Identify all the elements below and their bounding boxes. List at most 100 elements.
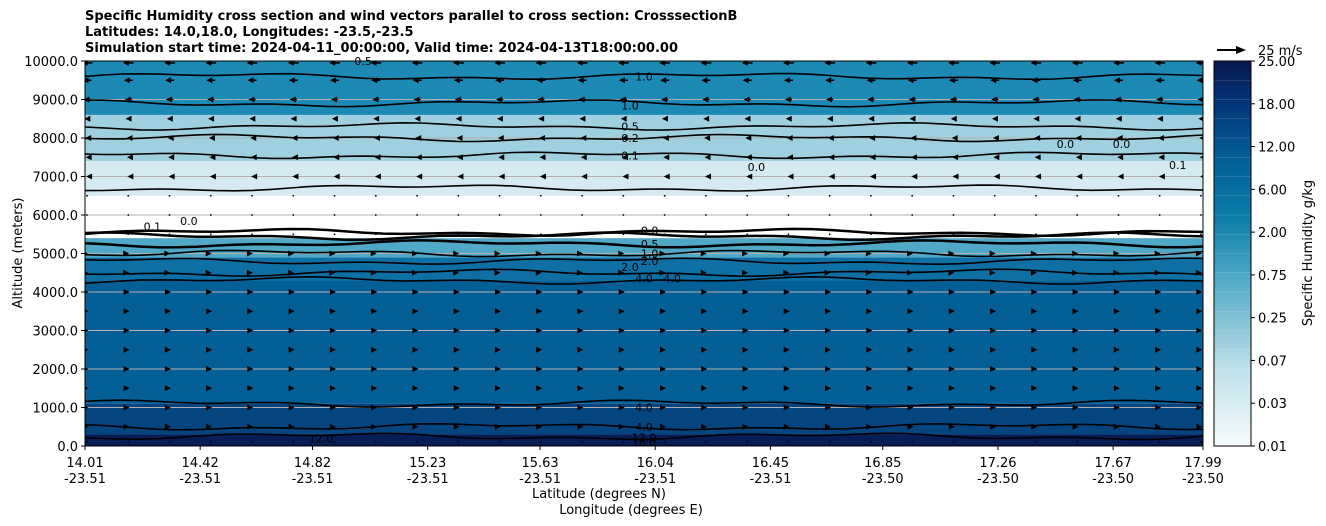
wind-vector	[412, 327, 419, 334]
wind-vector	[453, 250, 460, 257]
wind-vector	[1031, 385, 1038, 392]
wind-vector	[909, 115, 916, 122]
wind-vector	[247, 404, 254, 411]
wind-vector	[661, 96, 669, 103]
wind-vector	[949, 96, 958, 103]
wind-vector	[536, 77, 546, 84]
wind-vector	[453, 423, 460, 430]
wind-vector	[123, 269, 130, 276]
contour-line	[85, 275, 1203, 285]
contour-line	[85, 184, 1203, 192]
wind-vector	[292, 441, 295, 444]
wind-vector	[127, 233, 130, 236]
wind-vector	[496, 115, 503, 122]
wind-vector	[209, 214, 212, 216]
wind-vector	[700, 269, 707, 276]
wind-vector	[453, 308, 460, 315]
x-tick-label-lon: -23.50	[862, 472, 904, 487]
wind-vector	[1113, 61, 1124, 66]
wind-vector	[948, 404, 955, 411]
wind-vector	[826, 115, 833, 122]
wind-vector	[1075, 135, 1082, 141]
wind-vector	[952, 154, 959, 161]
wind-vector	[704, 233, 707, 236]
chart-title-line-1: Specific Humidity cross section and wind…	[85, 9, 738, 24]
wind-vector	[870, 173, 877, 180]
x-tick-label-lon: -23.51	[64, 472, 106, 487]
wind-vector	[990, 366, 997, 372]
wind-vector	[618, 385, 625, 392]
wind-vector	[412, 404, 419, 411]
wind-vector	[825, 289, 832, 295]
wind-vector	[251, 233, 253, 236]
wind-vector	[205, 250, 212, 257]
wind-vector	[288, 366, 295, 372]
wind-vector	[744, 115, 751, 122]
wind-vector	[745, 135, 752, 141]
wind-vector	[85, 154, 92, 161]
contour-label: 4.0	[635, 402, 653, 415]
wind-vector	[1200, 214, 1202, 216]
wind-vector	[825, 327, 832, 334]
wind-vector	[1114, 96, 1123, 103]
wind-vector	[824, 269, 831, 276]
wind-vector	[659, 327, 666, 334]
wind-vector	[743, 96, 751, 103]
wind-vector	[990, 346, 997, 353]
wind-vector	[992, 135, 999, 141]
contour-label: 4.0	[663, 273, 681, 286]
wind-vector	[247, 327, 254, 334]
wind-vector	[333, 214, 336, 216]
y-tick-label: 5000.0	[33, 248, 79, 263]
wind-vector	[1031, 404, 1038, 411]
wind-vector	[865, 269, 872, 276]
wind-vector	[617, 61, 629, 66]
wind-vector	[865, 250, 872, 257]
wind-vector	[618, 423, 625, 430]
wind-vector	[453, 289, 460, 295]
wind-vector	[663, 154, 670, 161]
wind-vector	[952, 233, 955, 236]
wind-vector	[869, 154, 876, 161]
wind-vector	[1075, 154, 1082, 161]
wind-vector	[746, 194, 749, 197]
contour-line	[85, 99, 1203, 108]
wind-vector	[746, 214, 749, 216]
wind-vector	[290, 115, 297, 122]
wind-vector	[1154, 61, 1166, 66]
wind-vector	[1155, 385, 1162, 392]
wind-vector	[783, 77, 793, 84]
wind-vector	[372, 96, 380, 103]
wind-vector	[371, 404, 378, 411]
contour-label: 18.0	[632, 436, 657, 449]
wind-vector	[618, 77, 628, 84]
wind-vector	[622, 173, 629, 180]
wind-vector	[539, 154, 546, 161]
wind-vector	[1113, 385, 1120, 392]
wind-vector	[907, 269, 914, 276]
wind-vector	[1158, 173, 1165, 180]
wind-vector	[494, 423, 501, 430]
wind-vector	[907, 423, 914, 430]
wind-vector	[498, 233, 501, 236]
wind-vector	[1034, 135, 1041, 141]
x-tick-label-lon: -23.51	[749, 472, 791, 487]
wind-vector	[620, 115, 627, 122]
wind-vector	[827, 135, 834, 141]
wind-vector	[453, 77, 463, 84]
wind-vector	[741, 61, 753, 66]
wind-vector	[333, 154, 340, 161]
wind-vector	[951, 135, 958, 141]
chart-title-line-3: Simulation start time: 2024-04-11_00:00:…	[85, 41, 678, 56]
contour-label: 0.2	[621, 132, 639, 145]
wind-vector	[167, 135, 174, 141]
wind-vector	[576, 61, 588, 66]
wind-vector	[618, 346, 625, 353]
wind-vector	[498, 194, 501, 197]
wind-vector	[374, 233, 377, 236]
wind-vector	[1154, 269, 1161, 276]
wind-vector	[1072, 250, 1079, 257]
wind-vector	[1034, 154, 1041, 161]
colorbar: 0.01 0.03 0.07 0.25 0.75 2.00 6.00 12.00 18.00 25…	[1213, 55, 1316, 455]
wind-vector	[952, 173, 959, 180]
